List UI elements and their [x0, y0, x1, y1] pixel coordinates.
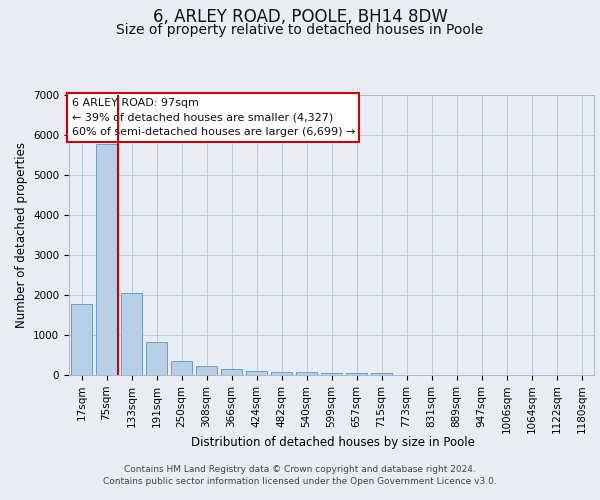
- Bar: [171, 362, 192, 375]
- Bar: [146, 342, 167, 375]
- Text: 6, ARLEY ROAD, POOLE, BH14 8DW: 6, ARLEY ROAD, POOLE, BH14 8DW: [152, 8, 448, 26]
- Bar: [346, 373, 367, 375]
- Bar: [271, 372, 292, 375]
- Bar: [296, 372, 317, 375]
- Text: Contains HM Land Registry data © Crown copyright and database right 2024.: Contains HM Land Registry data © Crown c…: [124, 466, 476, 474]
- Bar: [321, 372, 342, 375]
- Bar: [71, 304, 92, 375]
- Text: Distribution of detached houses by size in Poole: Distribution of detached houses by size …: [191, 436, 475, 449]
- Text: Size of property relative to detached houses in Poole: Size of property relative to detached ho…: [116, 23, 484, 37]
- Text: 6 ARLEY ROAD: 97sqm
← 39% of detached houses are smaller (4,327)
60% of semi-det: 6 ARLEY ROAD: 97sqm ← 39% of detached ho…: [71, 98, 355, 138]
- Bar: [246, 371, 267, 375]
- Bar: [121, 293, 142, 375]
- Bar: [96, 144, 117, 375]
- Text: Contains public sector information licensed under the Open Government Licence v3: Contains public sector information licen…: [103, 476, 497, 486]
- Y-axis label: Number of detached properties: Number of detached properties: [14, 142, 28, 328]
- Bar: [371, 373, 392, 375]
- Bar: [196, 366, 217, 375]
- Bar: [221, 369, 242, 375]
